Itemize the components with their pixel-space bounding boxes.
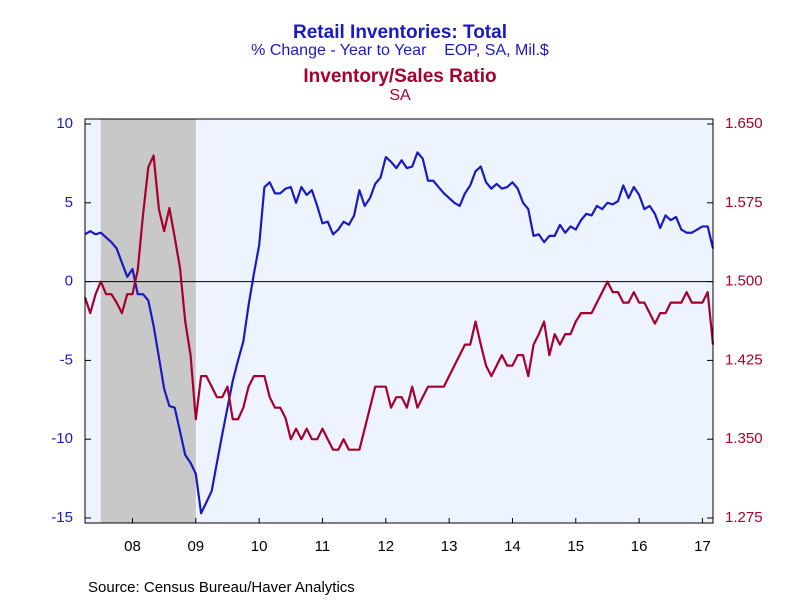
plot-frame xyxy=(84,118,714,524)
y2-tick-label: 1.275 xyxy=(725,509,763,526)
chart-title: Retail Inventories: Total xyxy=(293,22,507,43)
x-tick-label: 16 xyxy=(631,538,648,555)
x-tick-label: 12 xyxy=(377,538,394,555)
y-tick-label: 5 xyxy=(65,194,73,211)
y-tick-label: -5 xyxy=(60,351,73,368)
y2-tick-label: 1.425 xyxy=(725,351,763,368)
x-tick-label: 14 xyxy=(504,538,521,555)
series-line xyxy=(84,151,715,515)
x-tick-label: 15 xyxy=(567,538,584,555)
y-tick-label: 0 xyxy=(65,273,73,290)
chart-subtitle: % Change - Year to Year EOP, SA, Mil.$ xyxy=(251,42,549,59)
y-tick-label: -10 xyxy=(51,430,73,447)
series-line xyxy=(83,154,715,451)
x-tick-label: 17 xyxy=(694,538,711,555)
chart-title-2: Inventory/Sales Ratio xyxy=(303,66,496,87)
y2-tick-label: 1.650 xyxy=(725,115,763,132)
x-tick-label: 08 xyxy=(124,538,141,555)
y2-tick-label: 1.350 xyxy=(725,430,763,447)
x-tick-label: 11 xyxy=(315,538,331,555)
y-tick-label: 10 xyxy=(56,115,73,132)
recession-shade xyxy=(100,119,196,523)
x-tick-label: 13 xyxy=(441,538,458,555)
x-tick-label: 09 xyxy=(187,538,204,555)
source-note: Source: Census Bureau/Haver Analytics xyxy=(88,579,355,596)
y2-tick-label: 1.575 xyxy=(725,194,763,211)
y-tick-label: -15 xyxy=(51,509,73,526)
chart-subtitle-2: SA xyxy=(389,87,411,104)
y2-tick-label: 1.500 xyxy=(725,273,763,290)
x-tick-label: 10 xyxy=(251,538,268,555)
